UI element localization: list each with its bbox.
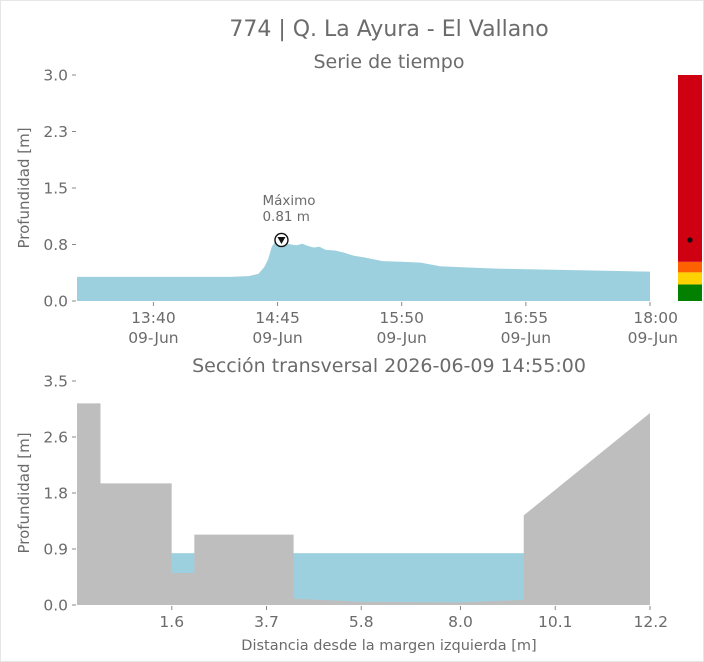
- cross-section-ylabel: Profundidad [m]: [15, 432, 33, 553]
- alert-level-marker: [687, 237, 693, 243]
- x-tick-label: 3.7: [254, 613, 279, 631]
- time-series-title: Serie de tiempo: [314, 51, 465, 73]
- x-tick-label-time: 13:40: [131, 309, 176, 327]
- max-annotation-label: Máximo: [262, 193, 315, 209]
- x-tick-label-date: 09-Jun: [628, 329, 678, 347]
- y-tick-label: 1.5: [43, 180, 68, 198]
- max-annotation-value: 0.81 m: [262, 209, 310, 225]
- x-tick-label: 10.1: [538, 613, 573, 631]
- time-series-depth-area: [77, 240, 650, 301]
- y-tick-label: 1.8: [43, 485, 68, 503]
- y-tick-label: 0.0: [43, 597, 68, 615]
- x-tick-label-time: 18:00: [633, 309, 678, 327]
- cross-section-bed: [77, 403, 650, 605]
- x-tick-label-date: 09-Jun: [128, 329, 178, 347]
- x-tick-label: 5.8: [349, 613, 374, 631]
- max-marker-icon: [274, 232, 289, 248]
- alert-level-segment: [678, 284, 702, 301]
- y-tick-label: 3.5: [43, 373, 68, 391]
- y-tick-label: 3.0: [43, 67, 68, 85]
- y-tick-label: 0.8: [43, 236, 68, 254]
- cross-section-chart: Sección transversal 2026-06-09 14:55:00 …: [15, 355, 668, 654]
- x-tick-label-time: 14:45: [255, 309, 300, 327]
- alert-level-segment: [678, 75, 702, 262]
- x-tick-label-time: 15:50: [379, 309, 424, 327]
- time-series-x-ticks: 13:40 09-Jun 14:45 09-Jun 15:50 09-Jun 16:55 09…: [128, 302, 678, 347]
- y-tick-label: 0.0: [43, 293, 68, 311]
- x-tick-label-date: 09-Jun: [376, 329, 426, 347]
- time-series-ylabel: Profundidad [m]: [15, 127, 33, 248]
- max-annotation: Máximo 0.81 m: [262, 193, 316, 248]
- cross-section-y-ticks: 0.0 0.9 1.8 2.6 3.5: [43, 373, 76, 615]
- time-series-y-ticks: 0.0 0.8 1.5 2.3 3.0: [43, 67, 76, 311]
- y-tick-label: 2.6: [43, 429, 68, 447]
- alert-level-segment: [678, 272, 702, 285]
- x-tick-label-time: 16:55: [504, 309, 549, 327]
- x-tick-label-date: 09-Jun: [252, 329, 302, 347]
- y-tick-label: 2.3: [43, 123, 68, 141]
- figure-title: 774 | Q. La Ayura - El Vallano: [229, 17, 548, 42]
- cross-section-xlabel: Distancia desde la margen izquierda [m]: [241, 638, 536, 654]
- x-tick-label-date: 09-Jun: [501, 329, 551, 347]
- time-series-chart: Serie de tiempo Profundidad [m] 0.0 0.8 1.…: [15, 51, 702, 347]
- cross-section-title: Sección transversal 2026-06-09 14:55:00: [192, 355, 586, 377]
- x-tick-label: 12.2: [633, 613, 668, 631]
- x-tick-label: 1.6: [159, 613, 184, 631]
- alert-level-segment: [678, 261, 702, 273]
- y-tick-label: 0.9: [43, 541, 68, 559]
- cross-section-x-ticks: 1.6 3.7 5.8 8.0 10.1 12.2: [159, 606, 668, 631]
- x-tick-label: 8.0: [448, 613, 473, 631]
- alert-level-bar: [678, 75, 702, 301]
